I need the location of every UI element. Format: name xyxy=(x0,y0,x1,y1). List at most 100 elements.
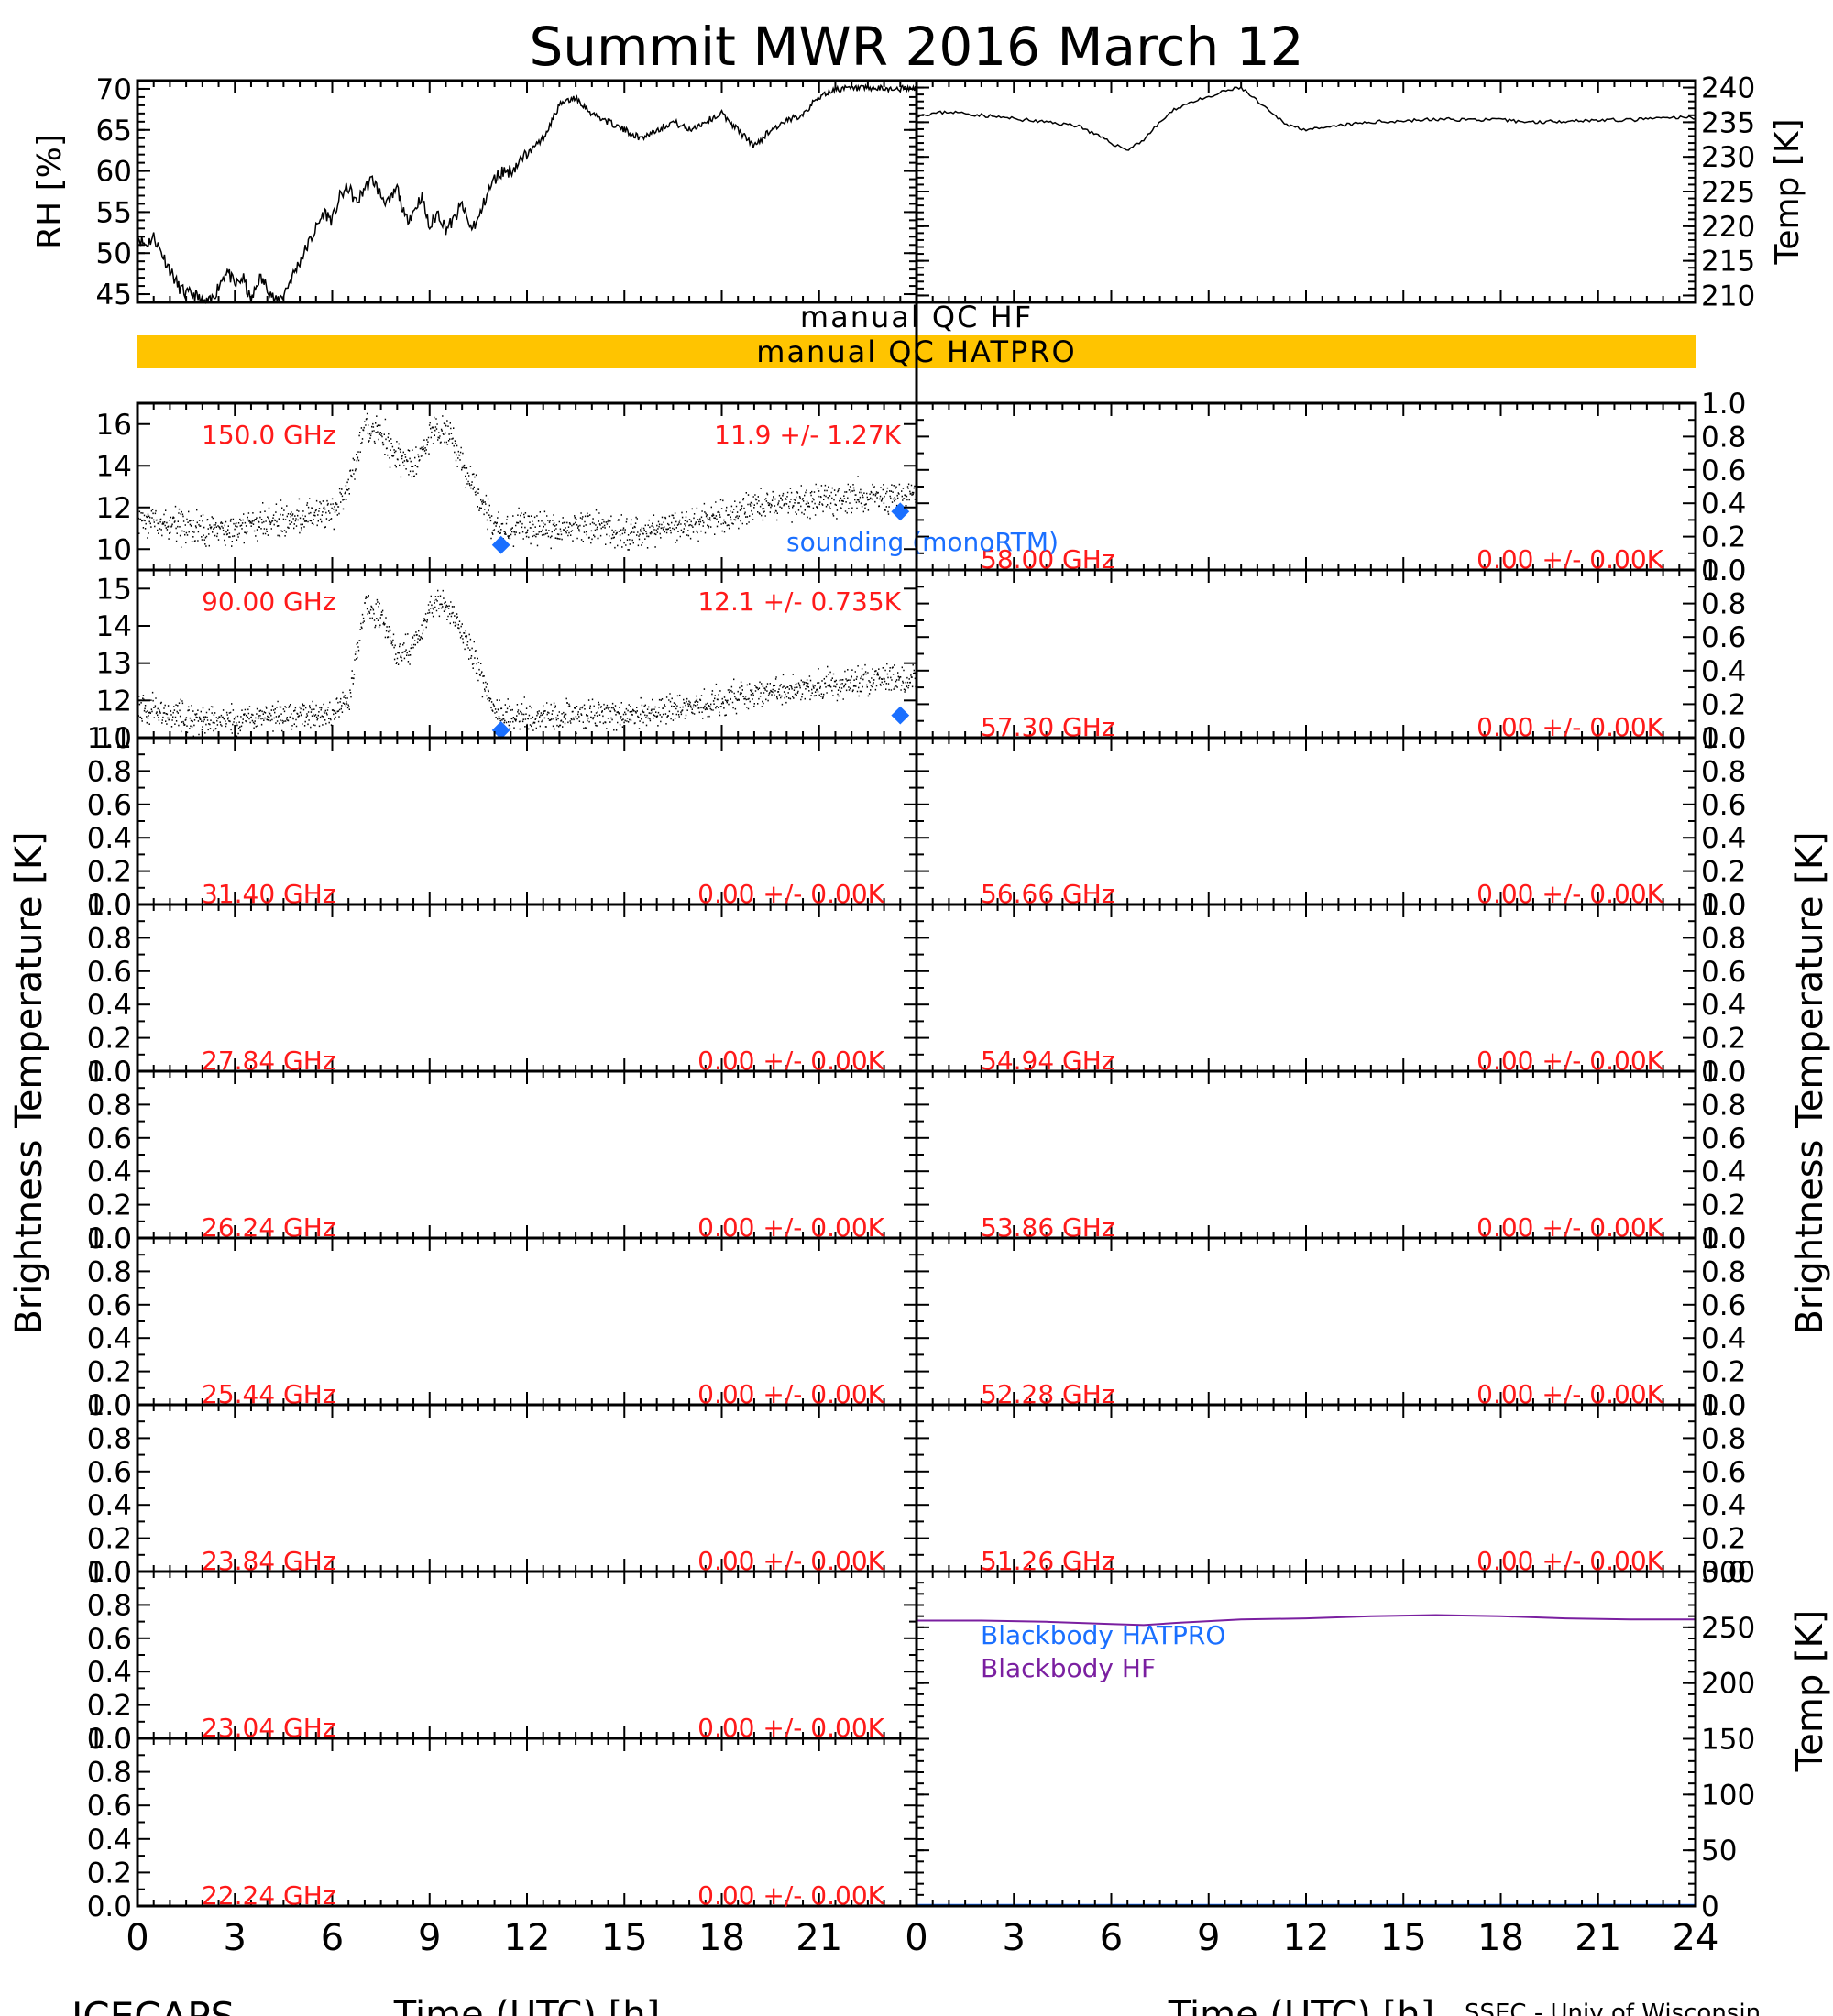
tb-right-4-y-tick-label: 1.0 xyxy=(1701,1056,1746,1089)
tb-left-3-y-tick-label: 0.2 xyxy=(87,1023,132,1056)
tb-left-3-y-tick-label: 0.6 xyxy=(87,956,132,989)
tb-left-5-y-tick-label: 0.0 xyxy=(87,1389,132,1422)
tb-left-0-y-tick-label: 12 xyxy=(96,492,132,525)
tb-right-5-y-tick-label: 0.6 xyxy=(1701,1289,1746,1322)
tb-right-3-y-tick-label: 0.6 xyxy=(1701,956,1746,989)
tb-left-1-y-tick-label: 12 xyxy=(96,685,132,718)
temp-panel-y-tick-label: 240 xyxy=(1701,72,1755,105)
tb-left-5-y-tick-label: 1.0 xyxy=(87,1222,132,1255)
tb-right-2-y-tick-label: 0.6 xyxy=(1701,789,1746,822)
rh-series-line xyxy=(137,148,528,305)
x-tick-label-right: 9 xyxy=(1197,1917,1220,1959)
temp-panel-y-tick-label: 225 xyxy=(1701,176,1755,209)
x-tick-label-left: 21 xyxy=(796,1917,842,1959)
right-y-axis-title: Brightness Temperature [K] xyxy=(1789,831,1831,1334)
blackbody-y-axis-title: Temp [K] xyxy=(1789,1610,1831,1773)
tb-right-6-y-tick-label: 0.4 xyxy=(1701,1489,1746,1522)
temp-panel-y-tick-label: 215 xyxy=(1701,246,1755,279)
tb-left-2-y-tick-label: 0.2 xyxy=(87,856,132,889)
tb-right-2-y-tick-label: 1.0 xyxy=(1701,722,1746,755)
tb-left-4-y-tick-label: 0.4 xyxy=(87,1156,132,1189)
tb-left-2-y-tick-label: 0.8 xyxy=(87,755,132,788)
tb-left-8-y-tick-label: 1.0 xyxy=(87,1723,132,1756)
tb-left-0-scatter xyxy=(137,405,917,551)
blackbody-panel-y-tick-label: 150 xyxy=(1701,1724,1755,1757)
tb-left-5-y-tick-label: 0.8 xyxy=(87,1255,132,1288)
tb-right-5-y-tick-label: 0.0 xyxy=(1701,1389,1746,1422)
rh-series-line xyxy=(526,83,917,159)
tb-left-2-y-tick-label: 0.0 xyxy=(87,889,132,922)
tb-right-4-y-tick-label: 0.4 xyxy=(1701,1156,1746,1189)
tb-left-0-points xyxy=(137,405,917,551)
tb-left-7-y-tick-label: 0.2 xyxy=(87,1690,132,1723)
temp-panel-frame xyxy=(915,79,1697,304)
tb-right-0-y-tick-label: 0.8 xyxy=(1701,421,1746,454)
tb-left-3-y-tick-label: 1.0 xyxy=(87,889,132,922)
tb-left-8-y-tick-label: 0.2 xyxy=(87,1857,132,1890)
tb-left-3-y-tick-label: 0.0 xyxy=(87,1056,132,1089)
x-tick-label-left: 9 xyxy=(418,1917,441,1959)
tb-right-5-y-tick-label: 0.4 xyxy=(1701,1322,1746,1355)
tb-left-1-y-tick-label: 14 xyxy=(96,610,132,643)
x-tick-label-left: 12 xyxy=(504,1917,551,1959)
x-tick-label-right: 0 xyxy=(905,1917,927,1959)
tb-left-4-y-tick-label: 0.0 xyxy=(87,1222,132,1255)
tb-right-2-y-tick-label: 0.8 xyxy=(1701,755,1746,788)
tb-right-5-y-tick-label: 0.2 xyxy=(1701,1356,1746,1389)
tb-left-8-freq-label: 22.24 GHz xyxy=(202,1880,336,1911)
tb-right-4-y-tick-label: 0.0 xyxy=(1701,1222,1746,1255)
rh-panel-y-tick-label: 70 xyxy=(96,73,132,106)
x-tick-label-right: 21 xyxy=(1575,1917,1621,1959)
tb-left-4-y-tick-label: 0.6 xyxy=(87,1123,132,1156)
tb-left-2-y-tick-label: 1.0 xyxy=(87,722,132,755)
x-tick-label-right: 6 xyxy=(1100,1917,1123,1959)
figure-title: Summit MWR 2016 March 12 xyxy=(529,16,1303,78)
tb-right-6-y-tick-label: 0.0 xyxy=(1701,1556,1746,1589)
x-tick-label-right: 18 xyxy=(1477,1917,1524,1959)
tb-left-6-y-tick-label: 0.2 xyxy=(87,1523,132,1556)
tb-right-2-y-tick-label: 0.4 xyxy=(1701,822,1746,855)
tb-left-0-y-tick-label: 14 xyxy=(96,450,132,483)
tb-left-6-y-tick-label: 0.0 xyxy=(87,1556,132,1589)
tb-right-1-y-tick-label: 0.8 xyxy=(1701,588,1746,621)
blackbody-panel-y-tick-label: 250 xyxy=(1701,1612,1755,1645)
x-axis-title-left: Time (UTC) [h] xyxy=(393,1994,660,2016)
tb-right-4-y-tick-label: 0.8 xyxy=(1701,1089,1746,1122)
tb-right-5-y-tick-label: 0.8 xyxy=(1701,1255,1746,1288)
temp-panel-y-tick-label: 210 xyxy=(1701,279,1755,312)
temp-series-line xyxy=(916,85,1696,151)
temp-axis-title: Temp [K] xyxy=(1769,118,1806,265)
blackbody-panel-y-tick-label: 0 xyxy=(1701,1890,1719,1923)
left-y-axis-title: Brightness Temperature [K] xyxy=(8,831,50,1334)
blackbody-series-line xyxy=(916,1614,1696,1627)
tb-left-1-y-tick-label: 15 xyxy=(96,573,132,606)
tb-left-0-stat-label: 11.9 +/- 1.27K xyxy=(714,420,901,450)
text-layer: Summit MWR 2016 March 12 manual QC HF ma… xyxy=(8,16,1831,2016)
tb-left-0-y-tick-label: 16 xyxy=(96,409,132,442)
tb-right-1-y-tick-label: 0.4 xyxy=(1701,655,1746,688)
qc-hf-label: manual QC HF xyxy=(800,300,1033,334)
rh-panel-y-tick-label: 45 xyxy=(96,279,132,312)
rh-panel-frame xyxy=(136,79,918,304)
tb-left-5-y-tick-label: 0.2 xyxy=(87,1356,132,1389)
tb-right-6-y-tick-label: 0.2 xyxy=(1701,1523,1746,1556)
x-tick-label-left: 18 xyxy=(698,1917,745,1959)
temp-panel-y-tick-label: 230 xyxy=(1701,141,1755,174)
rh-axis-title: RH [%] xyxy=(31,134,69,249)
tb-left-4-y-tick-label: 1.0 xyxy=(87,1056,132,1089)
tb-left-5-y-tick-label: 0.4 xyxy=(87,1322,132,1355)
tb-left-3-y-tick-label: 0.8 xyxy=(87,922,132,955)
blackbody-panel-y-tick-label: 50 xyxy=(1701,1835,1737,1868)
x-tick-label-right: 12 xyxy=(1283,1917,1330,1959)
tb-left-1-stat-label: 12.1 +/- 0.735K xyxy=(697,586,901,617)
tb-right-3-y-tick-label: 1.0 xyxy=(1701,889,1746,922)
tb-left-8-y-tick-label: 0.0 xyxy=(87,1890,132,1923)
tb-left-4-y-tick-label: 0.8 xyxy=(87,1089,132,1122)
blackbody-legend-entry: Blackbody HATPRO xyxy=(981,1620,1225,1650)
tb-right-0-y-tick-label: 0.2 xyxy=(1701,521,1746,554)
tb-right-3-y-tick-label: 0.0 xyxy=(1701,1056,1746,1089)
blackbody-legend-entry: Blackbody HF xyxy=(981,1653,1156,1683)
x-tick-label-right: 24 xyxy=(1673,1917,1719,1959)
tb-right-1-y-tick-label: 0.2 xyxy=(1701,688,1746,721)
